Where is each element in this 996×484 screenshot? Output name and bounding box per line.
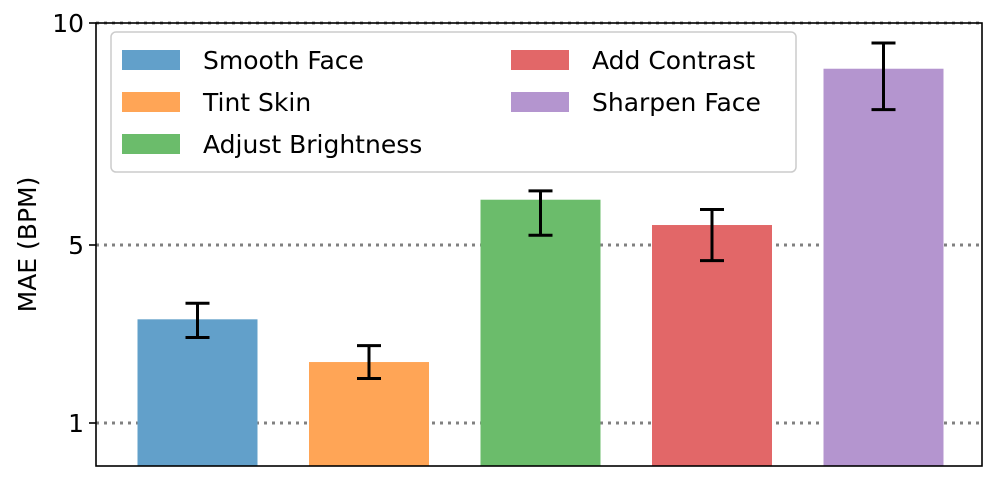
legend-swatch	[122, 134, 180, 154]
y-axis-label: MAE (BPM)	[13, 177, 42, 313]
legend-label: Add Contrast	[592, 46, 755, 75]
error-bar-add-contrast	[700, 207, 724, 263]
legend-label: Sharpen Face	[592, 88, 761, 117]
error-bar-tint-skin	[357, 344, 381, 380]
bars	[137, 68, 944, 467]
y-tick-label-5: 5	[68, 231, 84, 260]
legend-swatch	[511, 92, 569, 112]
error-bar-smooth-face	[185, 301, 210, 340]
legend-item-add-contrast: Add Contrast	[511, 46, 755, 75]
legend-item-tint-skin: Tint Skin	[122, 88, 311, 117]
legend-label: Adjust Brightness	[203, 130, 422, 159]
legend-item-smooth-face: Smooth Face	[122, 46, 364, 75]
error-bar-sharpen-face	[871, 41, 896, 112]
error-bar-adjust-brightness	[528, 189, 553, 237]
legend-swatch	[511, 50, 569, 70]
bar-adjust-brightness	[480, 199, 601, 466]
legend-swatch	[122, 92, 180, 112]
legend: Smooth Face Tint Skin Adjust Brightness Add…	[110, 31, 797, 173]
legend-swatch	[122, 50, 180, 70]
bar-sharpen-face	[823, 68, 944, 467]
legend-item-adjust-brightness: Adjust Brightness	[122, 130, 422, 159]
legend-frame	[110, 31, 797, 173]
legend-label: Tint Skin	[202, 88, 311, 117]
y-tick-label-10: 10	[52, 9, 84, 38]
y-tick-label-1: 1	[68, 409, 84, 438]
bar-smooth-face	[137, 319, 258, 466]
bar-add-contrast	[652, 225, 772, 466]
legend-item-sharpen-face: Sharpen Face	[511, 88, 761, 117]
legend-label: Smooth Face	[203, 46, 364, 75]
error-bars	[185, 41, 896, 380]
